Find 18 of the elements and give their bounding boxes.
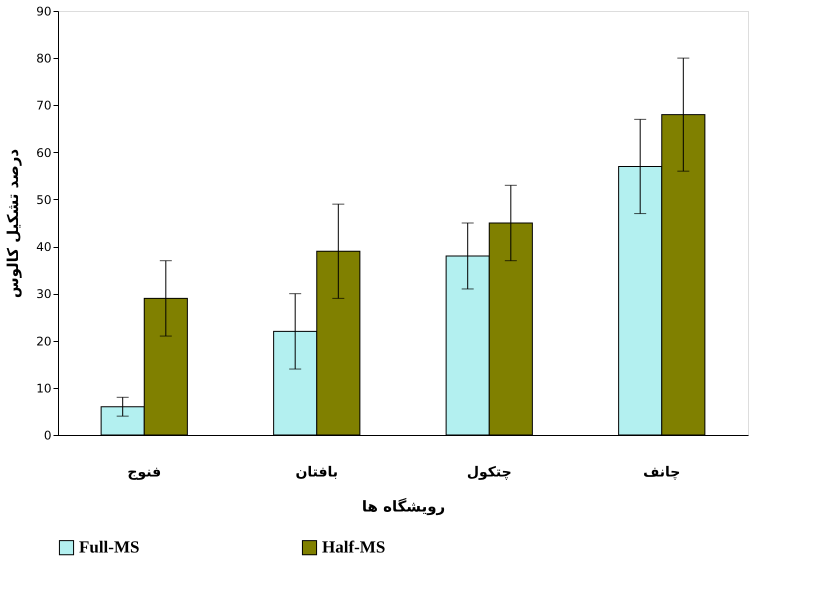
x-tick-label: چانف: [643, 464, 680, 480]
x-tick-label: بافتان: [295, 464, 338, 480]
y-tick-label: 20: [36, 334, 52, 348]
legend-label: Full-MS: [79, 538, 140, 557]
y-tick-label: 90: [36, 4, 52, 18]
x-tick-label: چتکول: [466, 464, 512, 480]
y-tick-label: 30: [36, 287, 52, 302]
y-tick-label: 0: [44, 428, 52, 442]
y-tick-label: 60: [36, 146, 52, 160]
y-axis-title: درصد تشکیل کالوس: [4, 148, 22, 298]
y-tick-label: 40: [36, 240, 52, 254]
y-tick-label: 80: [36, 52, 52, 66]
y-tick-label: 70: [36, 98, 52, 113]
legend-label: Half-MS: [322, 538, 386, 557]
y-tick-label: 50: [36, 192, 52, 207]
y-tick-label: 10: [36, 381, 52, 396]
x-tick-label: فنوج: [127, 464, 162, 480]
x-axis-title: رویشگاه ها: [362, 498, 446, 516]
